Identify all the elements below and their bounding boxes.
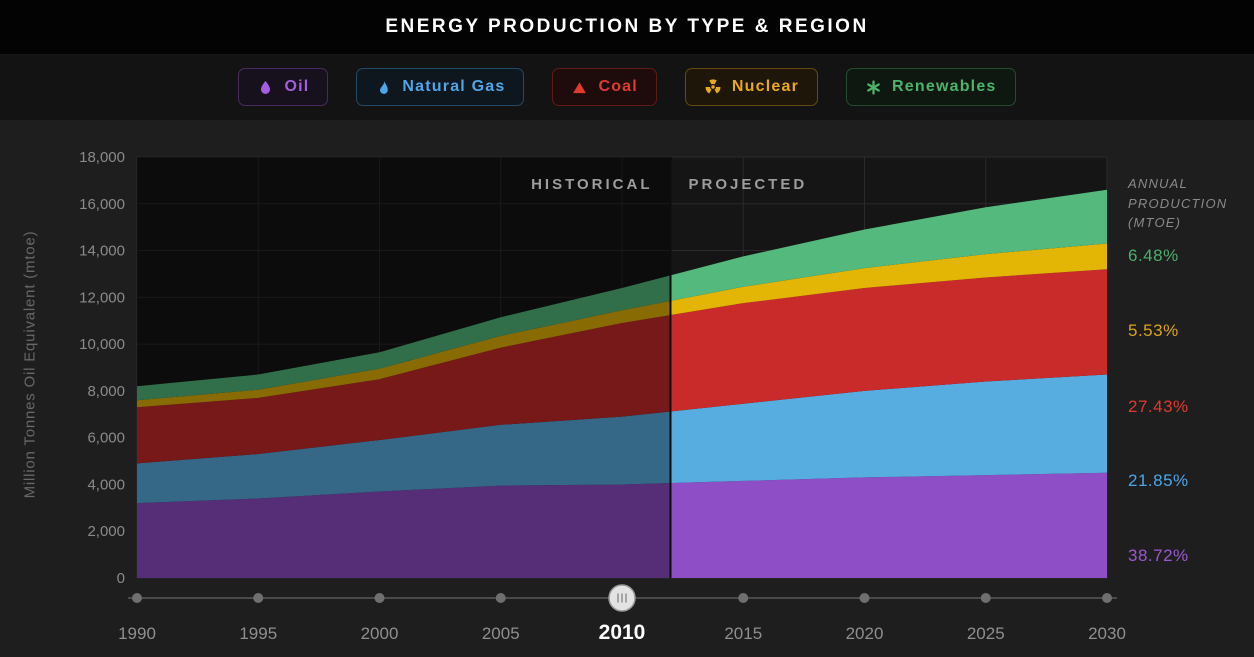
timeline-dot-2020[interactable] (859, 593, 870, 603)
annual-pct-oil: 38.72% (1128, 546, 1189, 565)
timeline-dot-2030[interactable] (1102, 593, 1112, 603)
legend-renewables-label: Renewables (892, 78, 997, 95)
y-tick-label: 16,000 (79, 196, 125, 213)
y-tick-label: 6,000 (87, 430, 125, 447)
y-tick-label: 4,000 (87, 476, 125, 493)
area-nuclear[interactable] (137, 243, 1107, 408)
legend-coal-label: Coal (598, 78, 638, 95)
timeline-dot-1990[interactable] (132, 593, 142, 603)
timeline-year-label-2025[interactable]: 2025 (967, 624, 1005, 643)
oil-droplet-icon (257, 79, 274, 96)
timeline-dot-1995[interactable] (253, 593, 264, 603)
projected-label: PROJECTED (689, 176, 808, 193)
timeline-slider-handle[interactable] (608, 584, 636, 612)
area-coal[interactable] (137, 269, 1107, 464)
gas-flame-icon (375, 79, 392, 96)
y-tick-label: 12,000 (79, 289, 125, 306)
area-natural-gas[interactable] (137, 374, 1107, 504)
app-header: ENERGY PRODUCTION BY TYPE & REGION (0, 0, 1254, 54)
timeline-year-label-1990[interactable]: 1990 (118, 624, 156, 643)
y-tick-label: 2,000 (87, 523, 125, 540)
y-tick-label: 0 (117, 570, 125, 587)
stacked-area-chart: 0 2,000 4,000 6,000 8,000 10,000 12,000 14,000 1… (79, 149, 1126, 644)
y-tick-label: 14,000 (79, 243, 125, 260)
right-panel-title: ANNUAL PRODUCTION (MTOE) (1128, 176, 1228, 230)
legend-natural-gas-label: Natural Gas (402, 78, 506, 95)
timeline-year-label-2020[interactable]: 2020 (846, 624, 884, 643)
timeline-year-label-1995[interactable]: 1995 (239, 624, 277, 643)
y-tick-label: 8,000 (87, 383, 125, 400)
annual-pct-nuclear: 5.53% (1128, 321, 1179, 340)
timeline-dot-2000[interactable] (374, 593, 385, 603)
timeline-dot-2025[interactable] (980, 593, 991, 603)
historical-label: HISTORICAL (531, 176, 652, 193)
timeline-year-label-2005[interactable]: 2005 (482, 624, 520, 643)
timeline-dot-2015[interactable] (738, 593, 749, 603)
area-oil[interactable] (137, 472, 1107, 578)
legend-natural-gas-button[interactable]: Natural Gas (356, 68, 525, 106)
y-tick-label: 10,000 (79, 336, 125, 353)
nuclear-radiation-icon (704, 78, 722, 96)
legend-oil-button[interactable]: Oil (238, 68, 329, 106)
annual-pct-coal: 27.43% (1128, 397, 1189, 416)
annual-pct-renewables: 6.48% (1128, 246, 1179, 265)
legend-bar: Oil Natural Gas Coal Nuclear (0, 54, 1254, 120)
coal-triangle-icon (571, 79, 588, 96)
legend-oil-label: Oil (284, 78, 310, 95)
annual-pct-natural-gas: 21.85% (1128, 471, 1189, 490)
historical-dim-overlay (137, 157, 671, 578)
renewables-asterisk-icon (865, 79, 882, 96)
timeline-dot-2005[interactable] (495, 593, 506, 603)
legend-coal-button[interactable]: Coal (552, 68, 657, 106)
timeline-year-label-2000[interactable]: 2000 (361, 624, 399, 643)
legend-renewables-button[interactable]: Renewables (846, 68, 1016, 106)
timeline-year-label-2030[interactable]: 2030 (1088, 624, 1126, 643)
page-title: ENERGY PRODUCTION BY TYPE & REGION (385, 16, 869, 37)
timeline-year-label-2015[interactable]: 2015 (724, 624, 762, 643)
legend-nuclear-label: Nuclear (731, 78, 800, 95)
y-tick-label: 18,000 (79, 149, 125, 166)
timeline-year-label-2010[interactable]: 2010 (599, 621, 646, 644)
chart-section: Million Tonnes Oil Equivalent (mtoe) 0 2,… (0, 120, 1254, 657)
area-renewables[interactable] (137, 189, 1107, 401)
legend-nuclear-button[interactable]: Nuclear (684, 68, 819, 106)
